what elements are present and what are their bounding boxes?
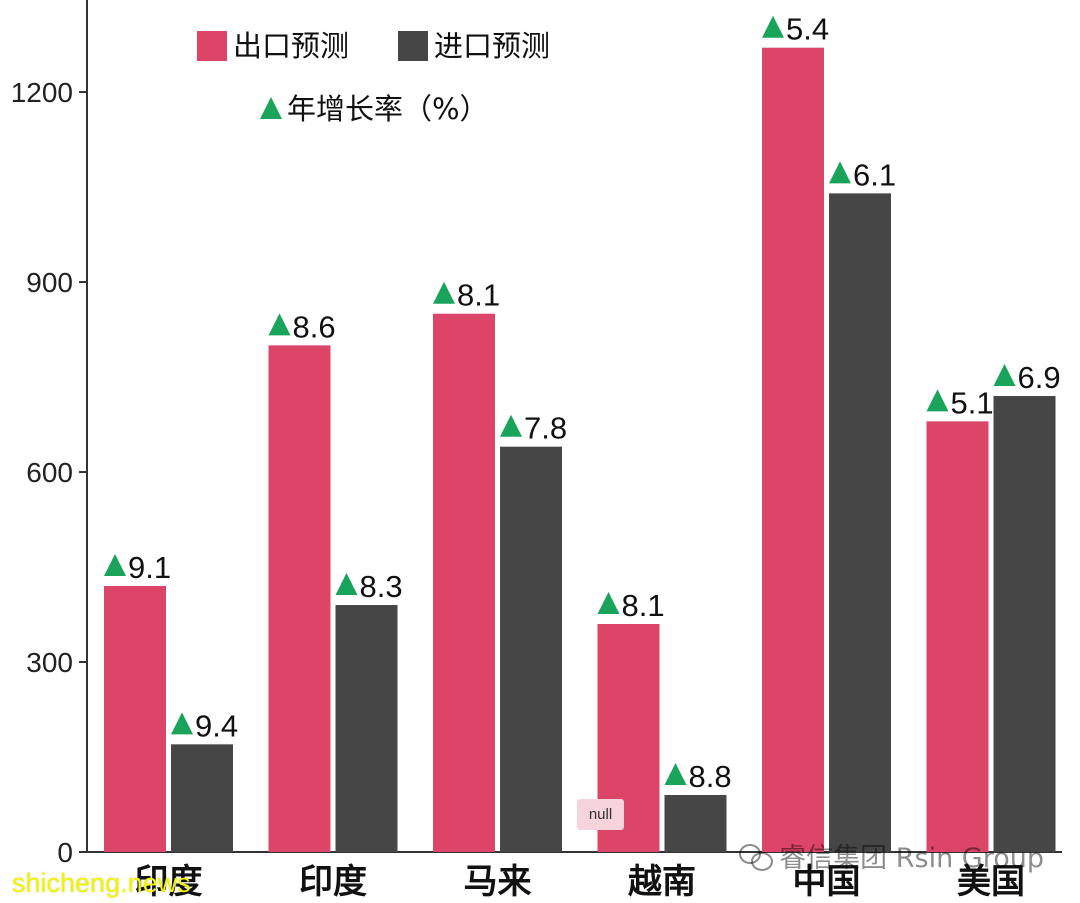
- import-bar: [829, 193, 891, 853]
- growth-rate-label: 8.8: [689, 759, 732, 794]
- growth-rate-label: 8.6: [293, 309, 336, 344]
- legend-label-import: 进口预测: [434, 29, 550, 63]
- site-watermark: shicheng.news: [12, 868, 191, 898]
- export-bar: [268, 345, 331, 852]
- growth-rate-label: 7.8: [524, 411, 567, 446]
- import-bar: [171, 744, 233, 852]
- wechat-icon: [739, 842, 774, 871]
- category-label: 中国: [793, 862, 861, 902]
- import-bar: [993, 396, 1056, 852]
- null-badge: null: [577, 799, 624, 830]
- growth-rate-label: 6.9: [1018, 360, 1061, 395]
- legend-swatch-import: [398, 31, 428, 61]
- y-tick-label: 1200: [11, 77, 73, 108]
- growth-labels: 9.1 9.4 8.6 8.3 8.1 7.8 8.1 8.8 5.4 6.1 5.1 6.9: [104, 12, 1061, 794]
- growth-rate-label: 8.3: [360, 569, 403, 604]
- legend: 出口预测 进口预测 年增长率（%）: [197, 29, 550, 126]
- export-bar: [104, 586, 166, 852]
- legend-label-growth: 年增长率（%）: [287, 92, 489, 126]
- category-labels: 印度 印度 马来 越南 中国 美国: [135, 862, 1026, 902]
- import-bar: [335, 605, 398, 852]
- growth-rate-label: 8.1: [457, 278, 500, 313]
- growth-triangle-icon: [268, 313, 291, 336]
- category-label: 印度: [135, 862, 203, 902]
- import-bar: [500, 446, 562, 852]
- y-tick-label: 300: [26, 647, 73, 678]
- growth-triangle-icon: [762, 15, 784, 38]
- watermark-text: 睿信集团 Rsin Group: [779, 843, 1044, 874]
- growth-triangle-icon: [260, 97, 282, 119]
- growth-rate-label: 9.1: [128, 550, 171, 585]
- export-bar: [762, 47, 824, 853]
- axes: 0 300 600 900 1200: [11, 0, 1062, 868]
- import-bar: [664, 795, 727, 852]
- legend-swatch-export: [197, 31, 227, 61]
- y-tick-label: 600: [26, 457, 73, 488]
- growth-triangle-icon: [993, 364, 1016, 387]
- growth-triangle-icon: [829, 161, 851, 184]
- growth-triangle-icon: [664, 763, 687, 786]
- watermark: 睿信集团 Rsin Group: [739, 836, 1044, 875]
- growth-rate-label: 5.1: [951, 385, 994, 420]
- category-label: 美国: [957, 862, 1025, 902]
- growth-rate-label: 6.1: [853, 157, 896, 192]
- growth-triangle-icon: [335, 573, 358, 596]
- category-label: 越南: [628, 862, 696, 902]
- bars: [104, 47, 1056, 853]
- growth-rate-label: 5.4: [786, 12, 829, 47]
- growth-rate-label: 8.1: [622, 588, 665, 623]
- y-tick-label: 900: [26, 267, 73, 298]
- growth-rate-label: 9.4: [195, 708, 238, 743]
- export-bar: [926, 421, 989, 852]
- export-bar: [433, 313, 495, 852]
- growth-triangle-icon: [104, 554, 126, 577]
- growth-triangle-icon: [597, 592, 620, 615]
- growth-triangle-icon: [433, 281, 455, 304]
- legend-label-export: 出口预测: [233, 29, 349, 63]
- growth-triangle-icon: [926, 389, 949, 412]
- growth-triangle-icon: [171, 712, 193, 735]
- category-label: 印度: [299, 862, 367, 902]
- category-label: 马来: [464, 862, 532, 902]
- y-tick-label: 0: [57, 837, 73, 868]
- growth-triangle-icon: [500, 414, 522, 437]
